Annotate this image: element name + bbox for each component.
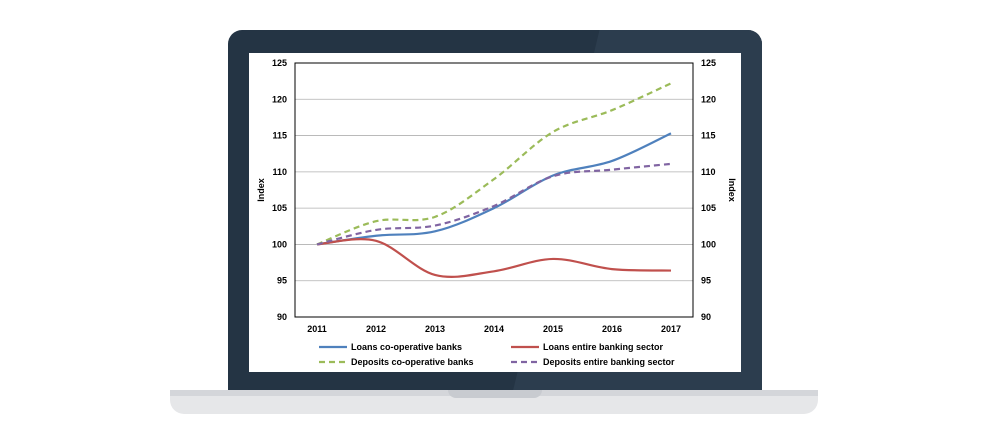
plot-area-frame: [294, 62, 694, 318]
y-axis-left: 90 95 100 105 110 115 120 125: [272, 58, 287, 322]
y-tick-label-left: 100: [272, 239, 287, 249]
x-tick-label: 2012: [366, 324, 386, 334]
y-tick-label-left: 115: [272, 131, 287, 141]
x-tick-label: 2013: [425, 324, 445, 334]
y-tick-label-right: 90: [701, 312, 711, 322]
y-tick-label-left: 120: [272, 94, 287, 104]
y-tick-label-left: 110: [272, 167, 287, 177]
series-line-loans-co-operative-banks: [316, 132, 672, 246]
y-tick-label-right: 95: [701, 276, 711, 286]
x-tick-label: 2015: [543, 324, 563, 334]
y-tick-label-right: 120: [701, 94, 716, 104]
x-axis: 2011 2012 2013 2014 2015 2016 2017: [307, 324, 681, 334]
series-line-deposits-entire-banking-sector: [316, 162, 672, 246]
legend-label: Loans co-operative banks: [351, 342, 462, 352]
x-tick-label: 2014: [484, 324, 504, 334]
y-tick-label-right: 100: [701, 239, 716, 249]
gridlines: [295, 98, 693, 282]
series-line-loans-entire-banking-sector: [316, 238, 672, 278]
y-axis-label-left: Index: [256, 178, 266, 202]
legend-label: Deposits entire banking sector: [543, 357, 675, 367]
x-tick-label: 2016: [602, 324, 622, 334]
y-tick-label-right: 105: [701, 203, 716, 213]
x-tick-label: 2011: [307, 324, 327, 334]
series-lines: [316, 82, 672, 278]
y-tick-label-left: 125: [272, 58, 287, 68]
legend-label: Loans entire banking sector: [543, 342, 664, 352]
y-axis-right: 90 95 100 105 110 115 120 125: [701, 58, 716, 322]
y-tick-label-left: 105: [272, 203, 287, 213]
y-tick-label-left: 90: [277, 312, 287, 322]
legend-label: Deposits co-operative banks: [351, 357, 474, 367]
laptop-screen: 90 95 100 105 110 115 120 125 90 95 100 105 110 115 1…: [249, 53, 741, 372]
y-axis-label-right: Index: [727, 178, 737, 202]
legend: Loans co-operative banks Loans entire ban…: [319, 342, 675, 367]
y-tick-label-right: 110: [701, 167, 716, 177]
y-tick-label-right: 125: [701, 58, 716, 68]
y-tick-label-left: 95: [277, 276, 287, 286]
laptop-notch: [448, 390, 542, 398]
line-chart: 90 95 100 105 110 115 120 125 90 95 100 105 110 115 1…: [256, 58, 737, 367]
x-tick-label: 2017: [661, 324, 681, 334]
series-line-deposits-co-operative-banks: [316, 82, 672, 246]
y-tick-label-right: 115: [701, 131, 716, 141]
